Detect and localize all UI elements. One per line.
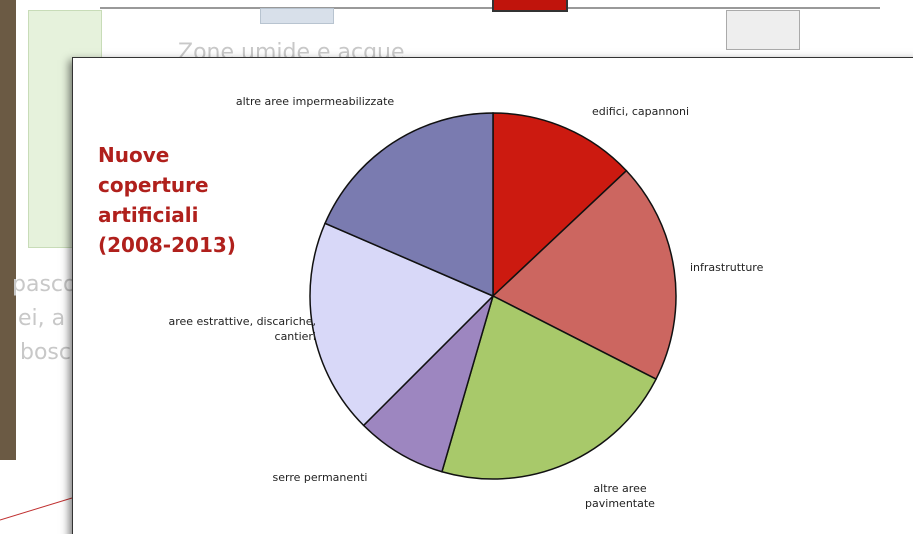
pie-slice (362, 295, 494, 473)
slice-label: edifici, capannoni (592, 105, 690, 118)
top-line (100, 7, 880, 9)
slice-label: infrastrutture (690, 261, 764, 274)
pie-slice (324, 112, 494, 298)
gray-box (726, 10, 800, 50)
slice-label: aree estrattive, discariche, cantieri (168, 315, 316, 343)
small-box (260, 8, 334, 24)
bg-text: pasco (12, 272, 77, 297)
pie-slice (492, 112, 628, 298)
chart-title: Nuove coperture artificiali (2008-2013) (98, 143, 236, 257)
slice-label: altre aree pavimentate (585, 482, 655, 510)
pie-slice (309, 222, 495, 427)
pie-slice (441, 294, 658, 480)
slice-label: altre aree impermeabilizzate (235, 95, 395, 108)
bg-text: ei, a (18, 306, 66, 331)
pie-slice (491, 169, 677, 381)
slice-label: serre permanenti (272, 471, 368, 484)
red-box (492, 0, 568, 12)
bg-text: bosc (20, 340, 71, 365)
photo-strip (0, 0, 16, 460)
